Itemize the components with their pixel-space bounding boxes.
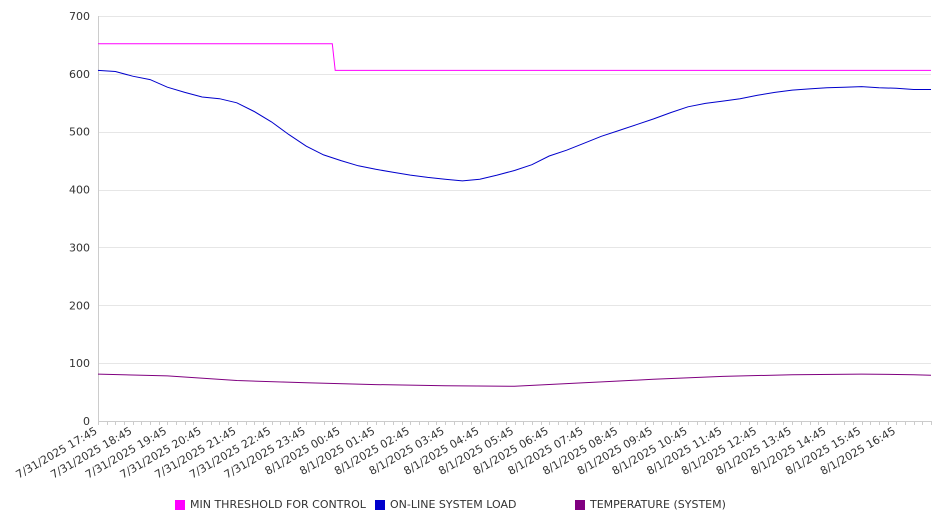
legend-swatch-min-threshold (175, 499, 185, 510)
y-tick-labels: 0 100 200 300 400 500 600 700 (69, 10, 90, 428)
legend-swatch-system-load (375, 499, 385, 510)
series-lines (97, 43, 932, 387)
y-tick-label: 400 (69, 184, 90, 197)
legend-label-temperature: TEMPERATURE (SYSTEM) (590, 498, 726, 511)
series-line-system-load (97, 69, 931, 182)
y-tick-label: 700 (69, 10, 90, 23)
legend-swatch-temperature (575, 499, 585, 510)
y-tick-label: 200 (69, 299, 90, 312)
y-tick-label: 300 (69, 241, 90, 254)
axes (98, 16, 932, 425)
legend-item-system-load[interactable]: ON-LINE SYSTEM LOAD (375, 498, 516, 511)
y-tick-label: 600 (69, 68, 90, 81)
y-tick-label: 0 (83, 415, 90, 428)
legend-item-temperature[interactable]: TEMPERATURE (SYSTEM) (575, 498, 726, 511)
legend-label-min-threshold: MIN THRESHOLD FOR CONTROL (190, 498, 366, 511)
legend-label-system-load: ON-LINE SYSTEM LOAD (390, 498, 517, 511)
y-tick-label: 500 (69, 126, 90, 139)
series-line-min-threshold (98, 43, 931, 71)
y-tick-label: 100 (69, 357, 90, 370)
legend: MIN THRESHOLD FOR CONTROL ON-LINE SYSTEM… (0, 498, 946, 518)
grid (98, 16, 931, 364)
x-tick-labels: 7/31/2025 17:457/31/2025 18:457/31/2025 … (14, 424, 898, 481)
series-line-temperature (97, 373, 932, 387)
legend-item-min-threshold[interactable]: MIN THRESHOLD FOR CONTROL (175, 498, 366, 511)
